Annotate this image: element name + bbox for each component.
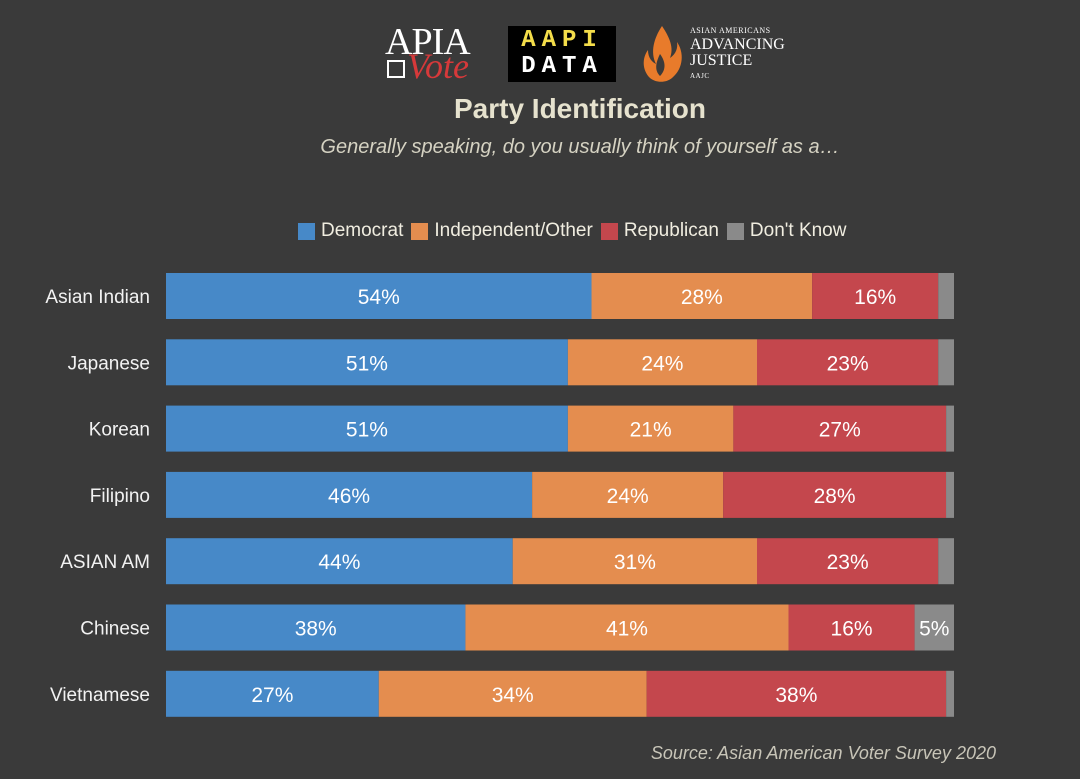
- data-label: 34%: [492, 684, 534, 707]
- bar-segment: [567, 339, 757, 386]
- data-label: 38%: [775, 684, 817, 707]
- chart-title: Party Identification: [453, 93, 707, 124]
- flame-icon: [643, 26, 682, 82]
- vote-logo-text: Vote: [407, 46, 469, 86]
- bar-segment: [166, 471, 533, 518]
- bar-segment: [733, 405, 947, 452]
- bar-segment: [757, 339, 939, 386]
- aajc-abbr-text: AAJC: [690, 72, 710, 80]
- bar-segment: [812, 273, 939, 319]
- legend-swatch: [411, 222, 429, 240]
- data-label: 51%: [346, 352, 388, 375]
- data-label: 54%: [358, 286, 400, 309]
- aajc-small-text: ASIAN AMERICANS: [690, 26, 771, 35]
- legend-item: Republican: [600, 220, 719, 242]
- bar-segment: [938, 339, 954, 386]
- bar-segment: [788, 604, 915, 651]
- bar-segment: [567, 405, 734, 452]
- data-label: 41%: [606, 618, 648, 641]
- aapi-data-logo: AAPI DATA: [508, 26, 616, 82]
- legend-item: Democrat: [298, 220, 403, 242]
- data-label: 16%: [831, 618, 873, 641]
- bar-segment: [166, 604, 466, 651]
- data-label: 27%: [251, 684, 293, 707]
- bar-segment: [938, 273, 954, 319]
- bar-segment: [938, 538, 954, 585]
- bar-segment: [946, 670, 954, 717]
- category-label: ASIAN AM: [60, 552, 150, 573]
- aapi-logo-line1: AAPI: [521, 27, 603, 54]
- data-label: 5%: [919, 618, 949, 641]
- data-label: 31%: [614, 551, 656, 574]
- bar-segment: [166, 670, 379, 717]
- legend-swatch: [298, 222, 315, 240]
- legend-item: Don't Know: [726, 220, 847, 242]
- data-label: 24%: [641, 352, 683, 375]
- legend-item: Independent/Other: [411, 220, 593, 242]
- data-label: 51%: [346, 419, 388, 442]
- data-label: 28%: [681, 286, 723, 309]
- aapi-logo-line2: DATA: [521, 53, 603, 80]
- bar-segment: [646, 670, 947, 717]
- data-label: 23%: [827, 352, 869, 375]
- apia-logo-text: APIA: [385, 21, 471, 63]
- bar-segment: [723, 471, 947, 518]
- bar-segment: [946, 471, 954, 518]
- data-label: 24%: [607, 485, 649, 508]
- data-label: 21%: [630, 419, 672, 442]
- bar-segment: [166, 538, 513, 585]
- bar-segment: [465, 604, 789, 651]
- legend-label: Republican: [623, 220, 719, 241]
- legend-label: Democrat: [321, 220, 404, 241]
- category-label: Filipino: [90, 486, 150, 507]
- bar-segment: [512, 538, 757, 585]
- data-label: 23%: [827, 551, 869, 574]
- chart-legend: Democrat Independent/Other Republican Don't…: [298, 218, 854, 244]
- bar-segment: [378, 670, 647, 717]
- bar-segment: [166, 273, 592, 319]
- bar-segment: [757, 538, 939, 585]
- data-label: 27%: [819, 419, 861, 442]
- data-label: 28%: [814, 485, 856, 508]
- logo-strip: APIA Vote AAPI DATA ASIAN AMERICANS ADVA…: [0, 21, 1080, 86]
- bar-segment: [946, 405, 954, 452]
- legend-label: Independent/Other: [434, 220, 593, 241]
- bar-segment: [532, 471, 724, 518]
- category-label: Japanese: [68, 353, 150, 374]
- source-note: Source: Asian American Voter Survey 2020: [650, 743, 996, 763]
- chart-subtitle: Generally speaking, do you usually think…: [320, 136, 840, 158]
- category-label: Korean: [89, 420, 150, 441]
- legend-swatch: [726, 222, 744, 240]
- data-label: 46%: [328, 485, 370, 508]
- aajc-logo: ASIAN AMERICANS ADVANCING JUSTICE AAJC: [640, 24, 810, 84]
- data-label: 38%: [295, 618, 337, 641]
- bar-segment: [914, 604, 954, 651]
- category-label: Vietnamese: [50, 685, 150, 706]
- bar-segment: [591, 273, 813, 319]
- category-label: Chinese: [80, 619, 150, 640]
- legend-swatch: [600, 222, 618, 240]
- aajc-big-text-2: JUSTICE: [690, 52, 753, 69]
- data-label: 44%: [318, 551, 360, 574]
- checkbox-icon: [387, 60, 405, 78]
- bar-segment: [166, 339, 568, 386]
- aajc-big-text-1: ADVANCING: [690, 36, 785, 53]
- category-label: Asian Indian: [45, 287, 150, 308]
- legend-label: Don't Know: [749, 220, 847, 241]
- data-label: 16%: [854, 286, 896, 309]
- bar-segment: [166, 405, 568, 452]
- apia-vote-logo: APIA Vote: [385, 21, 490, 86]
